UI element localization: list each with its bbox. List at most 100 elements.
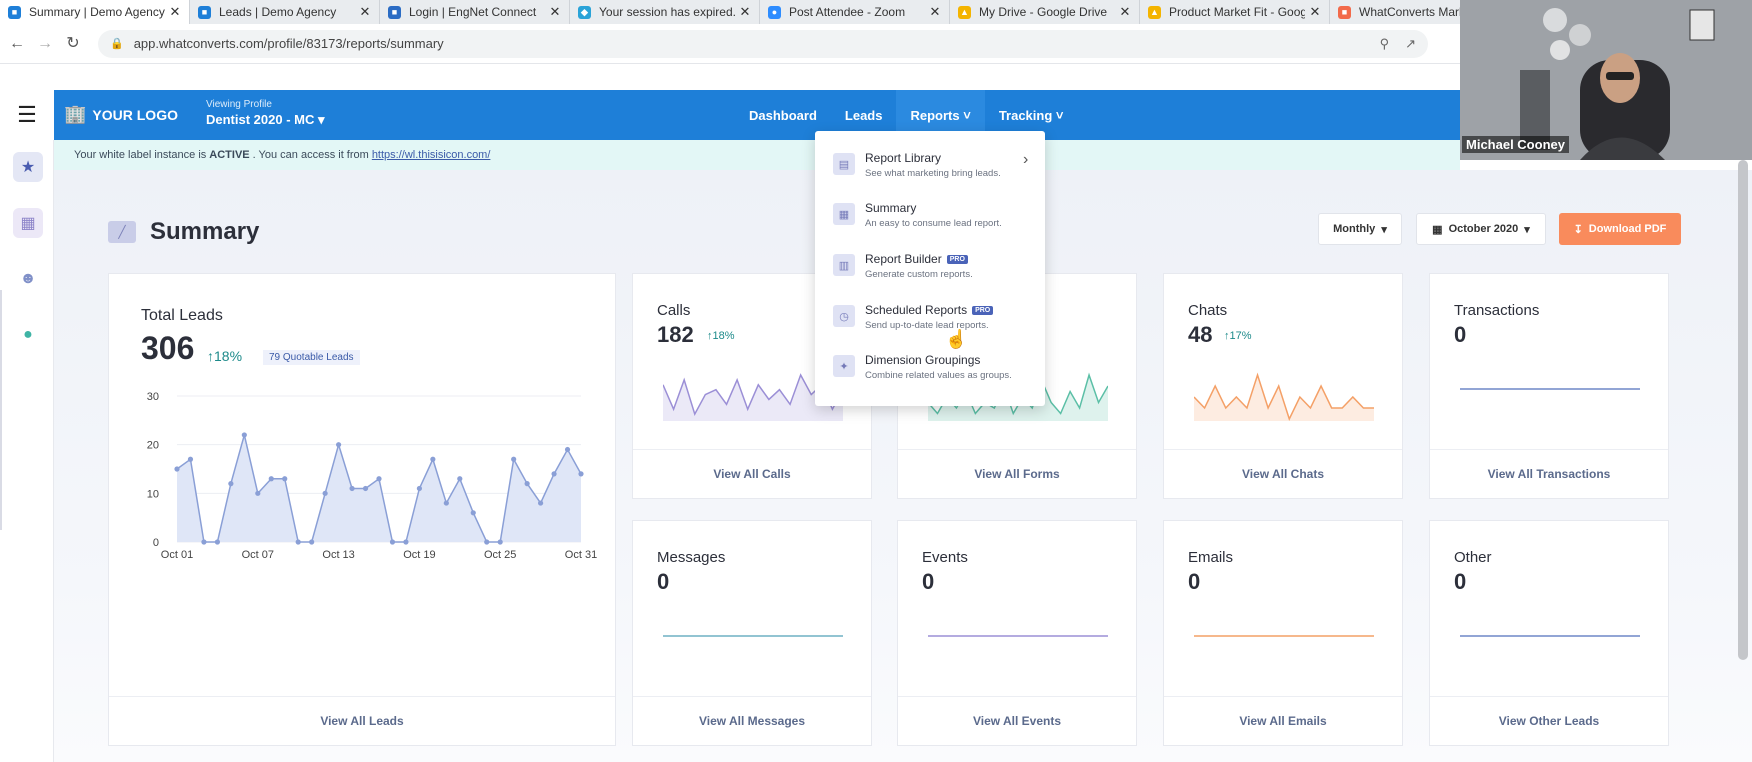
back-icon[interactable]: ←	[9, 34, 25, 52]
hamburger-menu-icon[interactable]: ☰	[0, 90, 54, 140]
data-point[interactable]	[484, 539, 490, 545]
data-point[interactable]	[511, 456, 517, 462]
date-select[interactable]: ▦ October 2020 ▾	[1416, 213, 1546, 245]
total-leads-value: 306	[141, 330, 195, 366]
close-tab-icon[interactable]: ✕	[1119, 4, 1131, 19]
browser-tab[interactable]: ▲ Product Market Fit - Goog ✕	[1140, 0, 1330, 24]
metric-card-transactions: Transactions 0 View All Transactions	[1429, 273, 1669, 499]
close-tab-icon[interactable]: ✕	[1309, 4, 1321, 19]
url-field[interactable]: 🔒 app.whatconverts.com/profile/83173/rep…	[98, 29, 1428, 58]
view-all-link[interactable]: View All Calls	[633, 449, 871, 498]
participant-name: Michael Cooney	[1462, 136, 1569, 153]
brand-logo[interactable]: 🏢 YOUR LOGO	[64, 104, 178, 125]
data-point[interactable]	[309, 539, 315, 545]
building-icon[interactable]: ▦	[13, 208, 43, 238]
data-point[interactable]	[524, 481, 530, 487]
nav-tracking[interactable]: Tracking ˅	[998, 107, 1064, 123]
data-point[interactable]	[538, 500, 544, 506]
users-icon[interactable]: ☻	[19, 270, 37, 287]
data-point[interactable]	[214, 539, 220, 545]
share-icon[interactable]: ↗	[1405, 35, 1416, 51]
tab-title: Product Market Fit - Goog	[1169, 5, 1305, 19]
data-point[interactable]	[403, 539, 409, 545]
data-point[interactable]	[228, 481, 234, 487]
quotable-leads-badge[interactable]: 79 Quotable Leads	[263, 350, 360, 365]
close-tab-icon[interactable]: ✕	[929, 4, 941, 19]
data-point[interactable]	[457, 476, 463, 482]
data-point[interactable]	[578, 471, 584, 477]
download-icon: ↧	[1573, 223, 1583, 236]
metric-change: ↑18%	[707, 330, 735, 342]
data-point[interactable]	[430, 456, 436, 462]
data-point[interactable]	[362, 485, 369, 492]
data-point[interactable]	[187, 456, 194, 462]
view-all-link[interactable]: View All Transactions	[1430, 449, 1668, 498]
data-point[interactable]	[389, 539, 396, 545]
close-tab-icon[interactable]: ✕	[169, 4, 181, 19]
data-point[interactable]	[322, 490, 328, 496]
data-point[interactable]	[564, 446, 571, 453]
download-pdf-button[interactable]: ↧ Download PDF	[1559, 213, 1681, 245]
view-all-link[interactable]: View Other Leads	[1430, 696, 1668, 745]
metric-card-emails: Emails 0 View All Emails	[1163, 520, 1403, 746]
metric-change: ↑17%	[1224, 330, 1252, 342]
data-point[interactable]	[443, 500, 449, 506]
view-all-link[interactable]: View All Messages	[633, 696, 871, 745]
total-leads-card: Total Leads 306 ↑18% 79 Quotable Leads 0…	[108, 273, 616, 746]
data-point[interactable]	[349, 485, 355, 492]
browser-tab[interactable]: ● Post Attendee - Zoom ✕	[760, 0, 950, 24]
data-point[interactable]	[201, 539, 207, 545]
data-point[interactable]	[416, 485, 422, 492]
menu-item-scheduled-reports[interactable]: ◷ Scheduled Reports PRO Send up-to-date lea…	[833, 303, 1033, 339]
view-all-link[interactable]: View All Forms	[898, 449, 1136, 498]
view-all-link[interactable]: View All Chats	[1164, 449, 1402, 498]
menu-item-report-builder[interactable]: ▥ Report Builder PRO Generate custom report…	[833, 252, 1033, 288]
data-point[interactable]	[295, 539, 301, 545]
viewing-profile-label: Viewing Profile	[206, 99, 272, 110]
data-point[interactable]	[376, 476, 382, 482]
browser-tab[interactable]: ▲ My Drive - Google Drive ✕	[950, 0, 1140, 24]
metric-card-events: Events 0 View All Events	[897, 520, 1137, 746]
shield-star-icon[interactable]: ★	[13, 152, 43, 182]
menu-item-summary[interactable]: ▦ Summary An easy to consume lead report.	[833, 201, 1033, 237]
browser-tab[interactable]: ◆ Your session has expired. ✕	[570, 0, 760, 24]
browser-tab[interactable]: ■ Summary | Demo Agency ✕	[0, 0, 190, 24]
data-point[interactable]	[497, 539, 503, 545]
banner-link[interactable]: https://wl.thisisicon.com/	[371, 149, 491, 161]
forward-icon[interactable]: →	[37, 34, 53, 52]
data-point[interactable]	[241, 432, 247, 438]
menu-item-title-text: Scheduled Reports	[865, 303, 968, 317]
reload-icon[interactable]: ↻	[66, 34, 80, 52]
data-point[interactable]	[268, 476, 274, 482]
zoom-icon[interactable]: ⚲	[1379, 35, 1390, 51]
data-point[interactable]	[282, 476, 288, 482]
menu-item-report-library[interactable]: ▤ Report Library See what marketing bring …	[833, 151, 1033, 187]
period-select[interactable]: Monthly ▾	[1318, 213, 1402, 245]
close-tab-icon[interactable]: ✕	[549, 4, 561, 19]
data-point[interactable]	[336, 442, 342, 448]
nav-leads[interactable]: Leads	[844, 107, 883, 123]
close-tab-icon[interactable]: ✕	[739, 4, 751, 19]
browser-tab[interactable]: ■ Leads | Demo Agency ✕	[190, 0, 380, 24]
page-header: ╱ Summary	[108, 218, 259, 246]
x-tick-label: Oct 07	[242, 549, 274, 561]
view-all-leads-link[interactable]: View All Leads	[109, 696, 615, 745]
view-all-link[interactable]: View All Emails	[1164, 696, 1402, 745]
tab-title: Leads | Demo Agency	[219, 5, 337, 19]
scrollbar[interactable]	[1738, 160, 1748, 660]
nav-dashboard[interactable]: Dashboard	[749, 107, 817, 123]
tab-title: Summary | Demo Agency	[29, 5, 165, 19]
user-icon[interactable]: ●	[23, 326, 33, 343]
data-point[interactable]	[551, 471, 557, 477]
close-tab-icon[interactable]: ✕	[359, 4, 371, 19]
browser-tab[interactable]: ■ Login | EngNet Connect ✕	[380, 0, 570, 24]
data-point[interactable]	[470, 510, 476, 516]
view-all-link[interactable]: View All Events	[898, 696, 1136, 745]
data-point[interactable]	[255, 490, 261, 496]
profile-switcher[interactable]: Viewing Profile Dentist 2020 - MC ▾	[206, 99, 325, 128]
menu-item-title: Dimension Groupings	[865, 353, 980, 367]
x-tick-label: Oct 31	[565, 549, 597, 561]
report-library-icon: ▤	[833, 153, 855, 175]
menu-item-dimension-groupings[interactable]: ✦ Dimension Groupings Combine related valu…	[833, 353, 1033, 389]
data-point[interactable]	[174, 466, 180, 472]
